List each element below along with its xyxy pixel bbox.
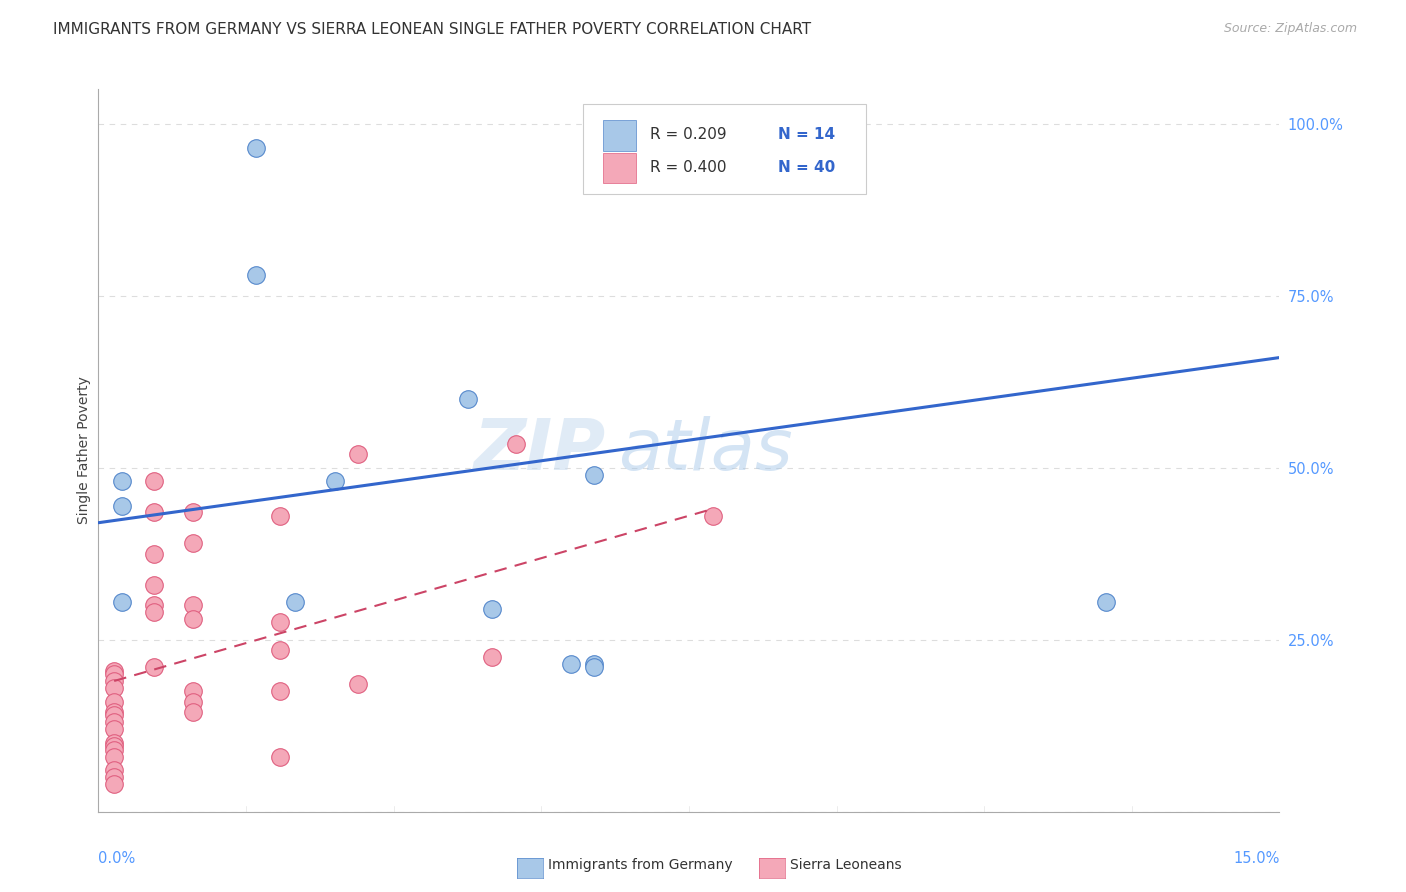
- Point: [103, 705, 125, 719]
- Bar: [603, 120, 636, 151]
- Point: [103, 715, 125, 730]
- Point: [347, 677, 370, 691]
- Point: [181, 705, 204, 719]
- Point: [457, 392, 479, 406]
- Point: [269, 643, 291, 657]
- Point: [103, 749, 125, 764]
- Point: [103, 764, 125, 778]
- Point: [702, 508, 724, 523]
- Bar: [603, 153, 636, 183]
- Point: [142, 599, 165, 613]
- Point: [181, 612, 204, 626]
- Point: [142, 547, 165, 561]
- Text: 15.0%: 15.0%: [1233, 852, 1279, 866]
- Y-axis label: Single Father Poverty: Single Father Poverty: [77, 376, 91, 524]
- Text: Source: ZipAtlas.com: Source: ZipAtlas.com: [1223, 22, 1357, 36]
- Point: [103, 743, 125, 757]
- Point: [103, 664, 125, 678]
- Text: 0.0%: 0.0%: [98, 852, 135, 866]
- Point: [347, 447, 370, 461]
- Point: [181, 536, 204, 550]
- Point: [142, 577, 165, 591]
- Point: [245, 268, 267, 282]
- Point: [481, 601, 503, 615]
- Point: [481, 649, 503, 664]
- FancyBboxPatch shape: [582, 103, 866, 194]
- Point: [111, 595, 134, 609]
- Point: [181, 695, 204, 709]
- Text: R = 0.209: R = 0.209: [650, 128, 727, 142]
- Point: [111, 475, 134, 489]
- Point: [181, 599, 204, 613]
- Point: [323, 475, 346, 489]
- Point: [560, 657, 582, 671]
- Text: R = 0.400: R = 0.400: [650, 160, 727, 175]
- Point: [505, 436, 527, 450]
- Point: [103, 722, 125, 736]
- Point: [583, 467, 606, 482]
- Point: [142, 505, 165, 519]
- Point: [181, 684, 204, 698]
- Point: [142, 660, 165, 674]
- Text: N = 40: N = 40: [778, 160, 835, 175]
- Point: [583, 660, 606, 674]
- Point: [1095, 595, 1118, 609]
- Text: atlas: atlas: [619, 416, 793, 485]
- Point: [103, 695, 125, 709]
- Point: [103, 736, 125, 750]
- Point: [103, 770, 125, 784]
- Point: [269, 749, 291, 764]
- Point: [103, 681, 125, 695]
- Point: [103, 667, 125, 681]
- Text: IMMIGRANTS FROM GERMANY VS SIERRA LEONEAN SINGLE FATHER POVERTY CORRELATION CHAR: IMMIGRANTS FROM GERMANY VS SIERRA LEONEA…: [53, 22, 811, 37]
- Point: [103, 673, 125, 688]
- Text: Immigrants from Germany: Immigrants from Germany: [548, 858, 733, 872]
- Point: [269, 615, 291, 630]
- Text: N = 14: N = 14: [778, 128, 835, 142]
- Point: [181, 505, 204, 519]
- Point: [269, 508, 291, 523]
- Point: [142, 605, 165, 619]
- Point: [583, 657, 606, 671]
- Point: [103, 739, 125, 754]
- Point: [103, 708, 125, 723]
- Point: [103, 777, 125, 791]
- Point: [269, 684, 291, 698]
- Text: Sierra Leoneans: Sierra Leoneans: [790, 858, 901, 872]
- Point: [111, 499, 134, 513]
- Point: [245, 141, 267, 155]
- Point: [284, 595, 307, 609]
- Text: ZIP: ZIP: [474, 416, 606, 485]
- Point: [142, 475, 165, 489]
